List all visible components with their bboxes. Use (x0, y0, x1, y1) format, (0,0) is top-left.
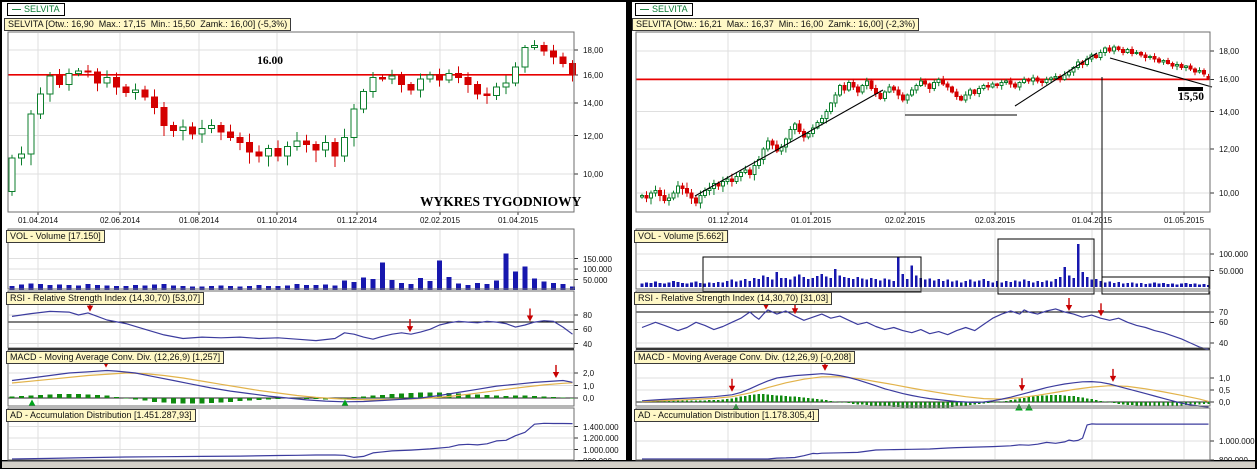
price-axis-label: 16,00 (1219, 75, 1240, 85)
price-axis-label: 18,00 (1219, 46, 1240, 56)
macd-axis-label: 1,0 (1219, 374, 1231, 383)
macd-axis-label: 0,0 (1219, 398, 1231, 407)
series-legend-label: SELVITA (652, 4, 688, 14)
date-axis-label: 01.04.2015 (497, 216, 539, 225)
rsi-axis-label: 40 (1219, 338, 1228, 348)
rsi-header-daily[interactable]: RSI - Relative Strength Index (14,30,70)… (634, 292, 833, 305)
date-axis-label: 01.10.2014 (256, 216, 298, 225)
series-legend-daily[interactable]: — SELVITA (635, 3, 693, 16)
ad-axis-label: 800.000 (1219, 456, 1248, 465)
date-axis-label: 02.03.2015 (974, 216, 1016, 225)
date-axis-label: 02.06.2014 (99, 216, 141, 225)
volume-axis-label: 50.000 (1219, 266, 1244, 276)
rsi-header-weekly[interactable]: RSI - Relative Strength Index (14,30,70)… (6, 292, 205, 305)
price-axis-label: 14,00 (583, 99, 604, 109)
date-axis-label: 01.12.2014 (336, 216, 378, 225)
vol-header-daily[interactable]: VOL - Volume [5.662] (634, 230, 728, 243)
volume-axis-label: 100.000 (583, 265, 612, 274)
macd-axis-label: 0,5 (1219, 386, 1231, 395)
macd-axis-label: 0,0 (583, 394, 595, 403)
price-axis-label: 16,00 (583, 70, 604, 80)
volume-axis-label: 150.000 (583, 254, 612, 264)
date-axis-label: 02.02.2015 (884, 216, 926, 225)
resistance-price-label: 16.00 (257, 55, 283, 67)
macd-header-daily[interactable]: MACD - Moving Average Conv. Div. (12,26,… (634, 351, 856, 364)
date-axis-label: 01.01.2015 (790, 216, 832, 225)
date-axis-label: 01.05.2015 (1163, 216, 1205, 225)
volume-axis-label: 100.000 (1219, 250, 1248, 259)
macd-header-weekly[interactable]: MACD - Moving Average Conv. Div. (12,26,… (6, 351, 225, 364)
date-axis-label: 01.04.2014 (17, 216, 59, 225)
status-bar (2, 461, 1255, 468)
date-axis-label: 02.02.2015 (419, 216, 461, 225)
price-axis-label: 18,00 (583, 45, 604, 55)
macd-axis-label: 1,0 (583, 381, 595, 391)
ohlc-info-bar-daily: SELVITA [Otw.: 16,21 Max.: 16,37 Min.: 1… (632, 18, 920, 31)
series-legend-label: SELVITA (24, 4, 60, 14)
ad-axis-label: 1.000.000 (1219, 437, 1255, 446)
vol-header-weekly[interactable]: VOL - Volume [17.150] (6, 230, 105, 243)
price-axis-label: 10,00 (583, 170, 604, 180)
price-axis-label: 14,00 (1219, 107, 1240, 117)
volume-axis-label: 50.000 (583, 275, 608, 285)
rsi-axis-label: 60 (583, 325, 592, 335)
series-line-icon: — (12, 4, 21, 14)
price-axis-label: 12,00 (1219, 145, 1240, 154)
ohlc-info-bar-weekly: SELVITA [Otw.: 16,90 Max.: 17,15 Min.: 1… (4, 18, 292, 31)
rsi-axis-label: 40 (583, 339, 592, 349)
ad-axis-label: 1.400.000 (583, 422, 619, 432)
series-line-icon: — (640, 4, 649, 14)
ad-header-daily[interactable]: AD - Accumulation Distribution [1.178.30… (634, 409, 819, 422)
rsi-axis-label: 60 (1219, 318, 1228, 328)
rsi-axis-label: 70 (1219, 308, 1228, 317)
macd-axis-label: 2,0 (583, 369, 595, 378)
date-axis-label: 01.12.2014 (707, 216, 749, 225)
ad-axis-label: 1.200.000 (583, 434, 619, 443)
date-axis-label: 01.04.2015 (1071, 216, 1113, 225)
price-axis-label: 10,00 (1219, 189, 1240, 199)
date-axis-label: 01.08.2014 (178, 216, 220, 225)
series-legend-weekly[interactable]: — SELVITA (7, 3, 65, 16)
rsi-axis-label: 80 (583, 311, 592, 320)
ad-axis-label: 1.000.000 (583, 445, 619, 455)
price-axis-label: 12,00 (583, 131, 604, 141)
ad-header-weekly[interactable]: AD - Accumulation Distribution [1.451.28… (6, 409, 196, 422)
support-price-label: 15,50 (1178, 91, 1204, 103)
watermark-label: WYKRES TYGODNIOWY (420, 194, 582, 209)
